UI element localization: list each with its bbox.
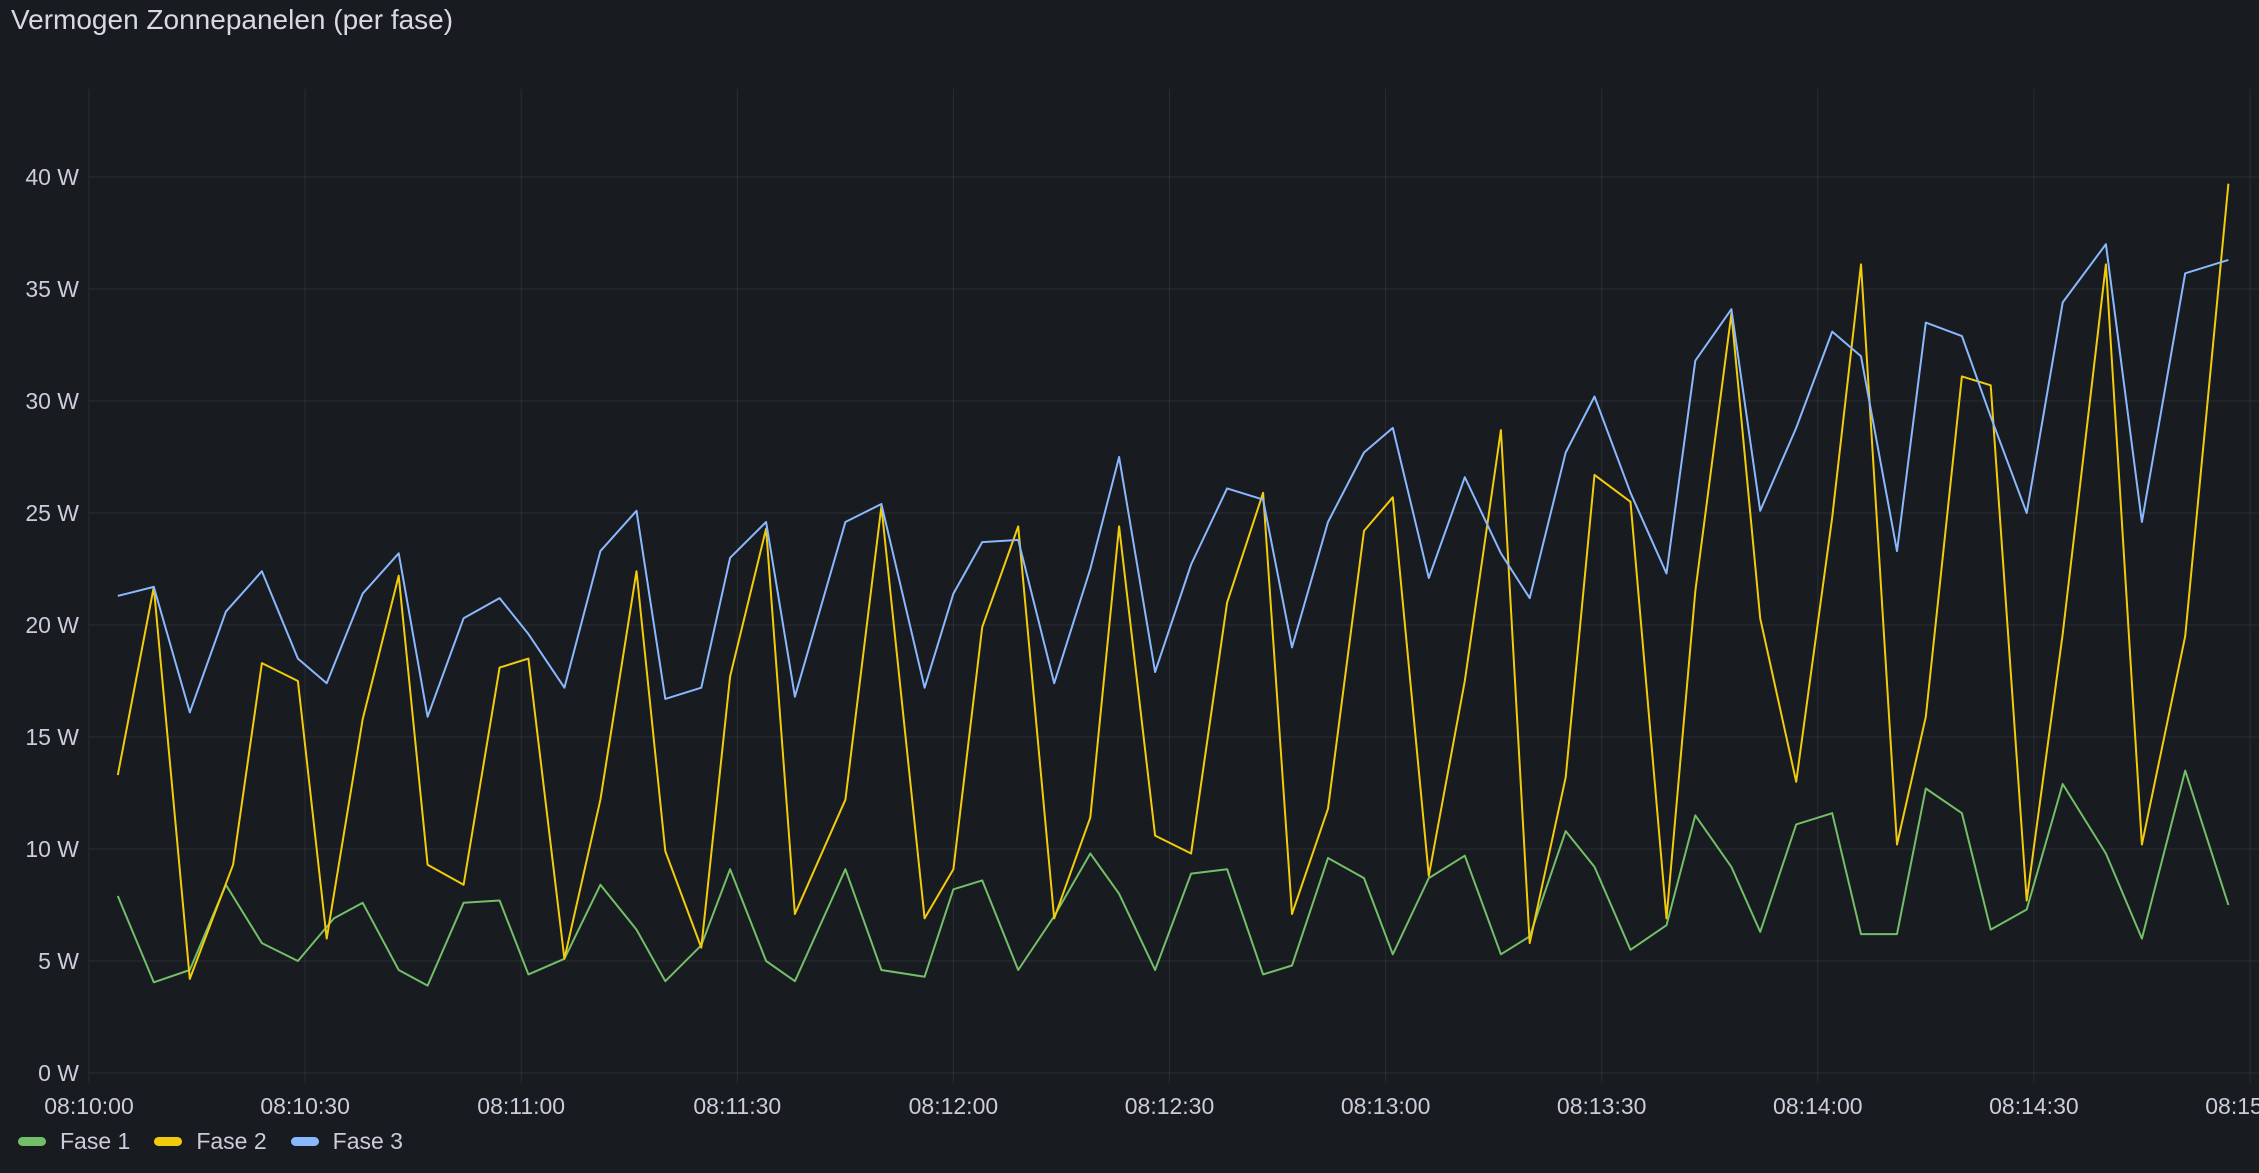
legend-label: Fase 1 bbox=[60, 1128, 131, 1154]
series-line-fase-3 bbox=[117, 243, 2229, 718]
y-tick-label: 15 W bbox=[25, 724, 79, 750]
x-tick-label: 08:10:00 bbox=[44, 1093, 134, 1119]
x-tick-label: 08:12:30 bbox=[1125, 1093, 1215, 1119]
x-tick-label: 08:13:30 bbox=[1557, 1093, 1647, 1119]
y-tick-label: 30 W bbox=[25, 388, 79, 414]
y-tick-label: 20 W bbox=[25, 612, 79, 638]
legend-label: Fase 3 bbox=[332, 1128, 403, 1154]
legend-swatch-icon bbox=[290, 1137, 319, 1146]
series-line-fase-1 bbox=[116, 769, 2230, 987]
legend-item[interactable]: Fase 2 bbox=[154, 1128, 267, 1155]
y-tick-label: 25 W bbox=[25, 500, 79, 526]
legend-item[interactable]: Fase 1 bbox=[18, 1128, 130, 1155]
legend-item[interactable]: Fase 3 bbox=[290, 1128, 403, 1155]
legend-swatch-icon bbox=[154, 1137, 183, 1146]
y-tick-label: 5 W bbox=[38, 948, 79, 974]
legend-label: Fase 2 bbox=[196, 1128, 267, 1154]
panel-title: Vermogen Zonnepanelen (per fase) bbox=[11, 4, 454, 35]
x-tick-label: 08:11:00 bbox=[477, 1093, 565, 1119]
x-tick-label: 08:12:00 bbox=[909, 1093, 999, 1119]
series-line-fase-2 bbox=[116, 183, 2230, 980]
x-tick-label: 08:10:30 bbox=[260, 1093, 350, 1119]
x-tick-label: 08:14:30 bbox=[1989, 1093, 2079, 1119]
y-tick-label: 10 W bbox=[25, 836, 79, 862]
legend-swatch-icon bbox=[18, 1137, 46, 1146]
x-tick-label: 08:15:00 bbox=[2205, 1093, 2259, 1119]
y-tick-label: 0 W bbox=[38, 1060, 79, 1086]
x-tick-label: 08:13:00 bbox=[1341, 1093, 1431, 1119]
x-tick-label: 08:14:00 bbox=[1773, 1093, 1863, 1119]
legend: Fase 1 Fase 2 Fase 3 bbox=[18, 1128, 403, 1155]
y-tick-label: 35 W bbox=[25, 276, 79, 302]
y-tick-label: 40 W bbox=[25, 164, 79, 190]
x-tick-label: 08:11:30 bbox=[693, 1093, 781, 1119]
